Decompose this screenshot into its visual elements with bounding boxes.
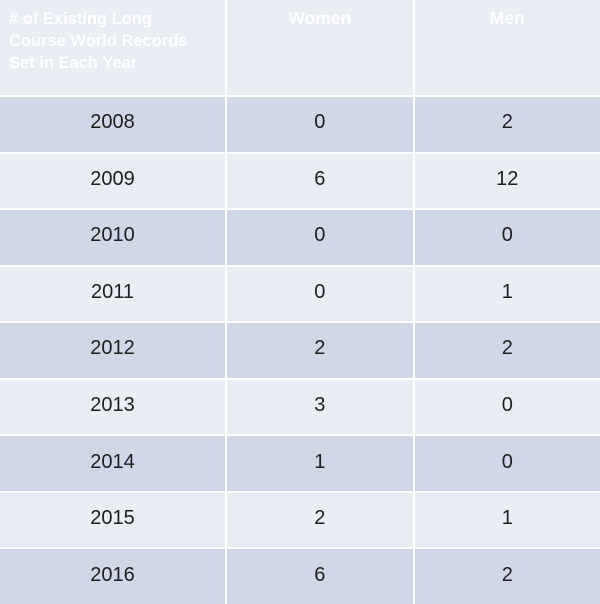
year-cell: 2008 (0, 97, 225, 152)
table-title-cell: # of Existing Long Course World Records … (0, 0, 225, 95)
men-value-cell: 2 (414, 97, 600, 152)
women-value-cell: 6 (227, 153, 413, 209)
column-header-men: Men (414, 0, 600, 95)
year-cell: 2014 (0, 436, 225, 491)
men-value-cell: 12 (414, 153, 600, 209)
women-value-cell: 6 (227, 549, 413, 604)
table-title-line: Set in Each Year (9, 54, 138, 73)
column-header-women: Women (227, 0, 413, 95)
women-value-cell: 0 (227, 210, 413, 265)
women-value-cell: 0 (227, 97, 413, 152)
year-cell: 2016 (0, 549, 225, 604)
men-value-cell: 2 (414, 323, 600, 378)
women-value-cell: 0 (227, 266, 413, 322)
year-cell: 2015 (0, 492, 225, 548)
year-cell: 2011 (0, 266, 225, 322)
women-value-cell: 1 (227, 436, 413, 491)
men-value-cell: 0 (414, 436, 600, 491)
women-value-cell: 2 (227, 323, 413, 378)
women-value-cell: 2 (227, 492, 413, 548)
women-value-cell: 3 (227, 379, 413, 435)
table-title-line: # of Existing Long (9, 10, 152, 28)
year-cell: 2009 (0, 153, 225, 209)
men-value-cell: 0 (414, 379, 600, 435)
men-value-cell: 1 (414, 266, 600, 322)
table-title-line: Course World Records (9, 32, 188, 51)
men-value-cell: 2 (414, 549, 600, 604)
year-cell: 2012 (0, 323, 225, 378)
year-cell: 2013 (0, 379, 225, 435)
men-value-cell: 1 (414, 492, 600, 548)
year-cell: 2010 (0, 210, 225, 265)
men-value-cell: 0 (414, 210, 600, 265)
